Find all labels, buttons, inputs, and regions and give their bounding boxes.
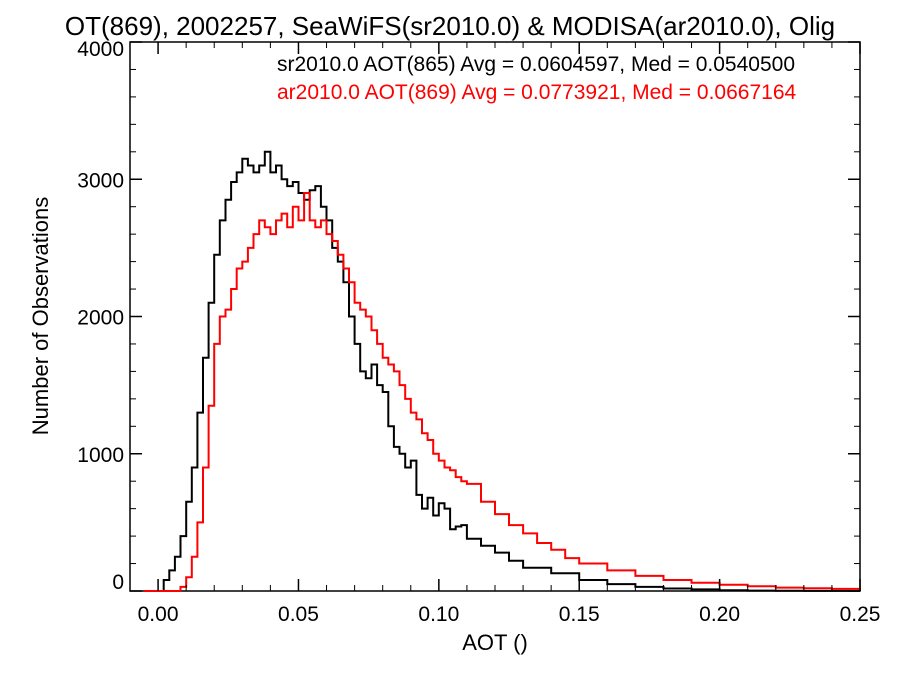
y-axis-ticks: 0 1000 2000 3000 4000 — [77, 38, 860, 594]
y-tick-label-0: 0 — [112, 571, 124, 594]
legend-entry-sr2010: sr2010.0 AOT(865) Avg = 0.0604597, Med =… — [277, 53, 795, 76]
y-tick-label-2: 2000 — [77, 307, 124, 330]
chart-title: OT(869), 2002257, SeaWiFS(sr2010.0) & MO… — [65, 11, 835, 41]
x-tick-label-3: 0.15 — [559, 603, 600, 626]
x-tick-label-2: 0.10 — [418, 603, 459, 626]
series-layer — [144, 150, 861, 592]
legend-entry-ar2010: ar2010.0 AOT(869) Avg = 0.0773921, Med =… — [277, 81, 796, 104]
plot-area — [129, 41, 861, 592]
series-line-0 — [144, 150, 861, 592]
y-tick-label-4: 4000 — [77, 38, 124, 61]
y-axis-label: Number of Observations — [28, 197, 53, 435]
x-axis-ticks: 0.00 0.05 0.10 0.15 0.20 0.25 — [129, 42, 881, 626]
x-axis-label: AOT () — [462, 630, 528, 655]
series-line-1 — [144, 192, 861, 592]
x-tick-label-5: 0.25 — [840, 603, 881, 626]
x-tick-label-4: 0.20 — [699, 603, 740, 626]
y-tick-label-3: 3000 — [77, 169, 124, 192]
x-tick-label-0: 0.00 — [138, 603, 179, 626]
y-tick-label-1: 1000 — [77, 444, 124, 467]
legend: sr2010.0 AOT(865) Avg = 0.0604597, Med =… — [277, 53, 796, 104]
x-tick-label-1: 0.05 — [278, 603, 319, 626]
